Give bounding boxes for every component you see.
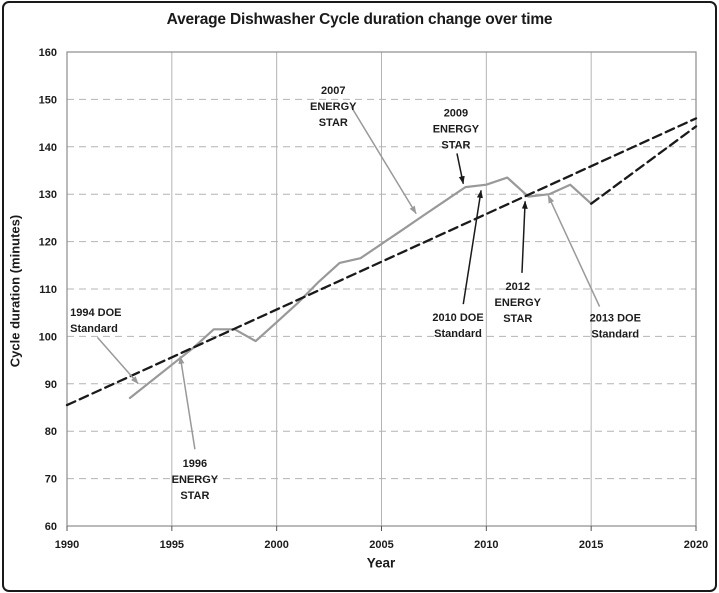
y-tick-label: 90 — [45, 379, 57, 391]
2013-doe-standard-label: Standard — [591, 328, 639, 340]
1994-doe-standard-arrow — [96, 336, 139, 385]
1996-energy-star-arrow — [178, 355, 196, 450]
y-tick-label: 120 — [39, 237, 57, 249]
2009-energy-star-label: ENERGY — [433, 124, 480, 136]
y-tick-label: 80 — [45, 426, 57, 438]
x-tick-label: 2020 — [684, 539, 708, 551]
x-tick-label: 2010 — [474, 539, 498, 551]
x-tick-label: 1995 — [160, 539, 184, 551]
x-tick-label: 2005 — [369, 539, 393, 551]
2010-doe-standard-label: Standard — [434, 328, 482, 340]
y-tick-label: 60 — [45, 521, 57, 533]
y-tick-label: 70 — [45, 474, 57, 486]
2007-energy-star-label: 2007 — [321, 85, 345, 97]
1994-doe-standard-label: Standard — [70, 323, 118, 335]
x-axis-title: Year — [366, 555, 396, 571]
2012-energy-star-arrow — [521, 200, 528, 273]
2009-energy-star-label: 2009 — [444, 108, 468, 120]
2012-energy-star-label: STAR — [503, 313, 532, 325]
series-linear-trend — [65, 117, 698, 407]
2013-doe-standard-arrow — [547, 195, 601, 307]
series-projection — [590, 125, 698, 205]
1994-doe-standard-label: 1994 DOE — [70, 307, 121, 319]
2007-energy-star-label: ENERGY — [310, 101, 357, 113]
2010-doe-standard-label: 2010 DOE — [432, 312, 483, 324]
y-tick-label: 160 — [39, 47, 57, 59]
y-tick-label: 110 — [39, 284, 57, 296]
chart-title: Average Dishwasher Cycle duration change… — [166, 11, 553, 28]
y-tick-label: 130 — [39, 189, 57, 201]
2010-doe-standard-arrow — [462, 189, 483, 305]
2012-energy-star-label: ENERGY — [495, 297, 542, 309]
x-tick-label: 1990 — [55, 539, 79, 551]
1996-energy-star-label: ENERGY — [172, 474, 219, 486]
y-tick-label: 100 — [39, 331, 57, 343]
x-tick-label: 2000 — [264, 539, 288, 551]
series-actual-cycle-duration — [128, 176, 593, 400]
x-tick-label: 2015 — [579, 539, 603, 551]
2007-energy-star-arrow — [350, 106, 417, 215]
y-tick-label: 150 — [39, 94, 57, 106]
y-tick-label: 140 — [39, 142, 57, 154]
2007-energy-star-label: STAR — [319, 117, 348, 129]
1996-energy-star-label: STAR — [180, 490, 209, 502]
1996-energy-star-label: 1996 — [183, 458, 207, 470]
2013-doe-standard-label: 2013 DOE — [590, 312, 641, 324]
2009-energy-star-label: STAR — [441, 140, 470, 152]
2012-energy-star-label: 2012 — [506, 281, 530, 293]
2009-energy-star-arrow — [456, 153, 465, 185]
